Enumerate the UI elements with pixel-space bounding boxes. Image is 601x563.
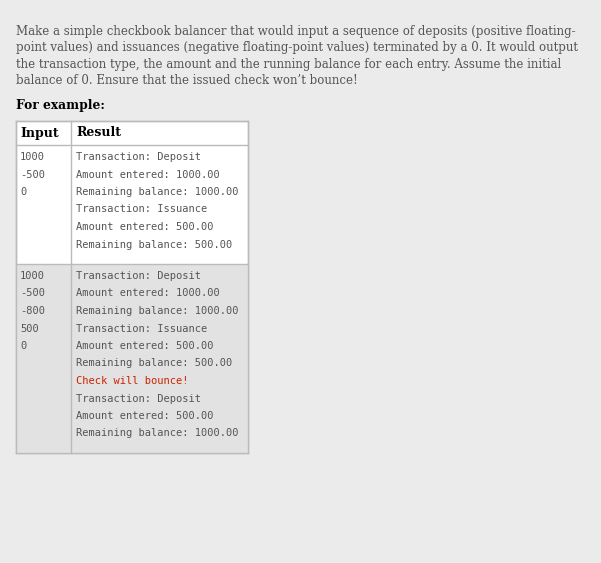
Text: Transaction: Issuance: Transaction: Issuance: [76, 324, 207, 333]
Text: Result: Result: [76, 127, 121, 140]
Text: Transaction: Issuance: Transaction: Issuance: [76, 204, 207, 215]
Text: Transaction: Deposit: Transaction: Deposit: [76, 394, 201, 404]
Text: 1000: 1000: [20, 271, 45, 281]
Text: -500: -500: [20, 288, 45, 298]
Text: Remaining balance: 1000.00: Remaining balance: 1000.00: [76, 428, 239, 439]
Text: balance of 0. Ensure that the issued check won’t bounce!: balance of 0. Ensure that the issued che…: [16, 74, 358, 87]
Text: 1000: 1000: [20, 152, 45, 162]
Text: Input: Input: [20, 127, 59, 140]
Text: 500: 500: [20, 324, 38, 333]
Text: Transaction: Deposit: Transaction: Deposit: [76, 152, 201, 162]
Text: Amount entered: 1000.00: Amount entered: 1000.00: [76, 288, 220, 298]
Text: 0: 0: [20, 341, 26, 351]
Text: 0: 0: [20, 187, 26, 197]
Text: Transaction: Deposit: Transaction: Deposit: [76, 271, 201, 281]
Text: Amount entered: 500.00: Amount entered: 500.00: [76, 222, 213, 232]
Text: Remaining balance: 1000.00: Remaining balance: 1000.00: [76, 306, 239, 316]
Text: Remaining balance: 500.00: Remaining balance: 500.00: [76, 239, 232, 249]
Text: Remaining balance: 500.00: Remaining balance: 500.00: [76, 359, 232, 369]
Text: -800: -800: [20, 306, 45, 316]
Text: Check will bounce!: Check will bounce!: [76, 376, 189, 386]
Text: Amount entered: 1000.00: Amount entered: 1000.00: [76, 169, 220, 180]
Text: Remaining balance: 1000.00: Remaining balance: 1000.00: [76, 187, 239, 197]
Text: point values) and issuances (negative floating-point values) terminated by a 0. : point values) and issuances (negative fl…: [16, 42, 578, 55]
Bar: [16, 121, 248, 453]
Text: Amount entered: 500.00: Amount entered: 500.00: [76, 411, 213, 421]
Bar: [16, 264, 248, 453]
Text: Amount entered: 500.00: Amount entered: 500.00: [76, 341, 213, 351]
Text: For example:: For example:: [16, 99, 105, 112]
Text: -500: -500: [20, 169, 45, 180]
Text: the transaction type, the amount and the running balance for each entry. Assume : the transaction type, the amount and the…: [16, 58, 561, 71]
Text: Make a simple checkbook balancer that would input a sequence of deposits (positi: Make a simple checkbook balancer that wo…: [16, 25, 576, 38]
